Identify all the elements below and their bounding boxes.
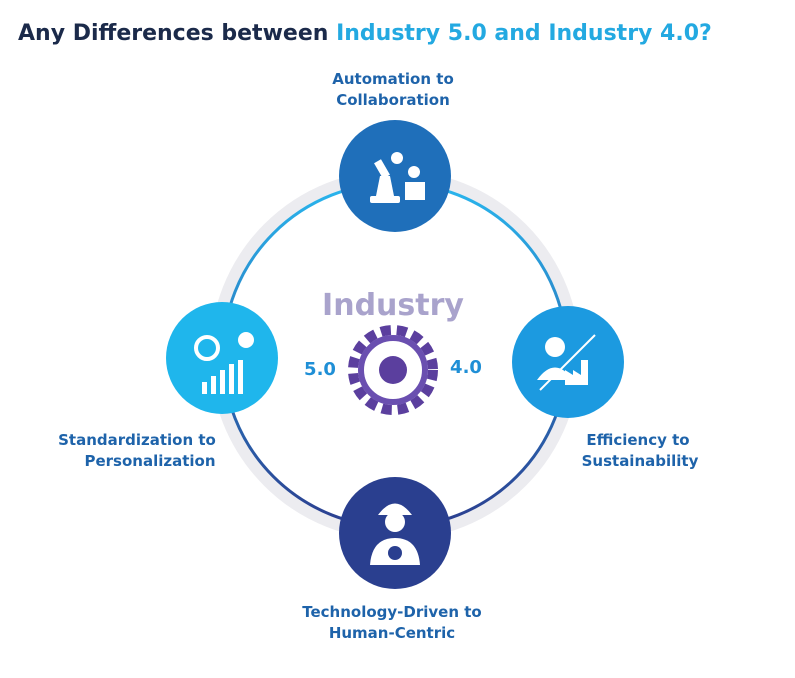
title-highlight: Industry 5.0 and Industry 4.0?	[336, 21, 712, 46]
center-left: 5.0	[304, 359, 336, 380]
node-label: Sustainability	[582, 452, 699, 470]
title-lead: Any Differences between	[18, 21, 336, 46]
node-label: Personalization	[84, 452, 215, 470]
node-label: Efficiency to	[586, 431, 689, 449]
gear-icon	[348, 325, 438, 415]
node-label: Standardization to	[58, 431, 216, 449]
node-label: Human-Centric	[329, 624, 455, 642]
robot-arm-icon	[370, 152, 425, 203]
node-circle	[339, 120, 451, 232]
node-label: Technology-Driven to	[302, 603, 481, 621]
node-circle	[166, 302, 278, 414]
center-label: Industry	[322, 288, 464, 323]
node-label: Automation to	[332, 70, 454, 88]
title: Any Differences between Industry 5.0 and…	[18, 21, 712, 46]
center-right: 4.0	[450, 357, 482, 378]
node-label: Collaboration	[336, 91, 450, 109]
engineer-icon	[370, 503, 420, 565]
growth-icon	[194, 332, 254, 394]
worker-factory-icon	[537, 334, 596, 391]
node-circle	[339, 477, 451, 589]
